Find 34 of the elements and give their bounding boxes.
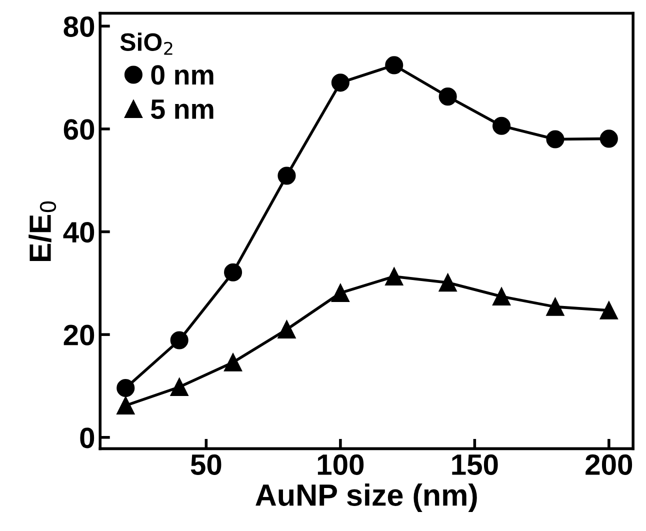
- point: [278, 166, 296, 185]
- point: [116, 379, 135, 398]
- point: [546, 298, 564, 316]
- point: [278, 320, 296, 338]
- point: [438, 88, 457, 106]
- legend-label: 0 nm: [151, 65, 214, 85]
- y-tick-label: 80: [64, 16, 94, 37]
- x-tick-label: 200: [586, 454, 632, 475]
- y-tick-label: 40: [63, 222, 94, 243]
- x-tick-label: 50: [190, 454, 222, 475]
- y-tick-label: 0: [80, 428, 94, 448]
- y-tick-label: 20: [64, 324, 94, 346]
- point: [492, 288, 511, 306]
- point: [600, 130, 618, 148]
- point: [116, 396, 135, 415]
- point: [170, 331, 188, 350]
- y-axis-title: E/E$_{0}$: [28, 201, 56, 262]
- legend-title: SiO$_{2}$: [120, 32, 172, 55]
- point: [385, 267, 404, 286]
- y-tick-label: 60: [64, 119, 94, 140]
- x-tick-label: 150: [452, 454, 498, 475]
- point: [492, 116, 511, 135]
- point: [331, 284, 350, 302]
- point: [170, 378, 188, 396]
- point: [546, 130, 564, 148]
- x-axis-title: AuNP size (nm): [256, 484, 477, 512]
- point: [331, 74, 350, 92]
- legend-label: 5 nm: [150, 100, 214, 119]
- point: [385, 56, 404, 74]
- point: [224, 263, 242, 282]
- point: [224, 353, 242, 372]
- point: [438, 274, 457, 292]
- point: [600, 301, 618, 320]
- x-tick-label: 100: [318, 454, 364, 475]
